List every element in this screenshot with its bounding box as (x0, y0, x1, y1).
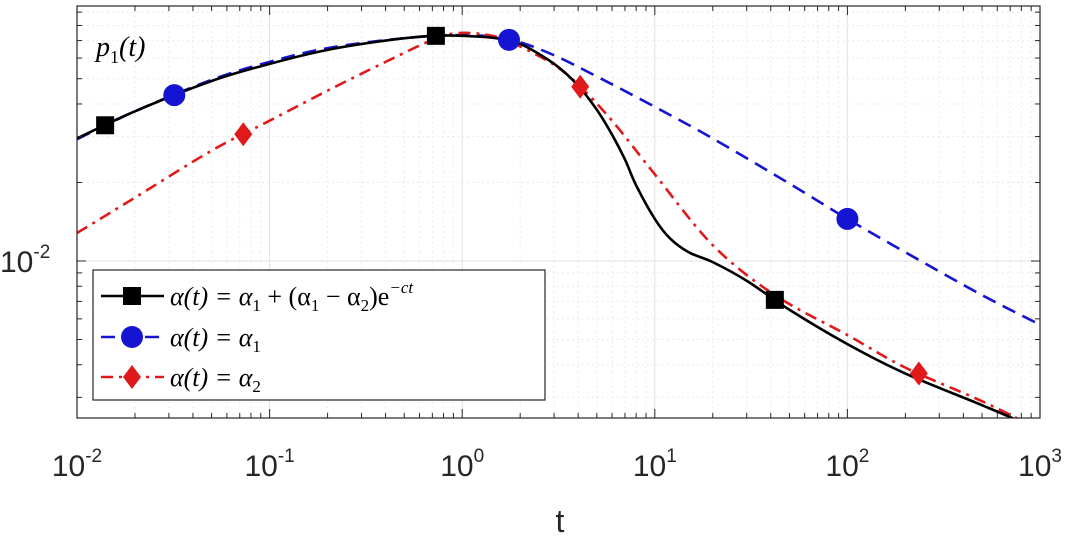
annotation-p1: p1(t) (94, 32, 145, 67)
x-tick-label: 103 (1018, 446, 1062, 483)
x-tick-label: 10-1 (244, 446, 294, 483)
marker-circle (498, 28, 521, 51)
tick-marks (76, 6, 1041, 418)
annotation-base: p (94, 32, 110, 63)
x-tick-labels: 10-2 10-1 100 101 102 103 (52, 446, 1062, 483)
y-tick-labels: 10-2 (0, 242, 50, 279)
legend-marker-sample (123, 365, 141, 389)
marker-square (765, 290, 784, 309)
legend-marker-sample (121, 326, 143, 348)
marker-diamond (909, 361, 928, 386)
legend-entry-1: α(t) = α1 + (α1 − α2)e−ct (170, 278, 414, 315)
legend-entry-3: α(t) = α2 (170, 363, 261, 396)
y-tick-label: 10-2 (0, 242, 50, 279)
legend: α(t) = α1 + (α1 − α2)e−ct α(t) = α1 α(t)… (92, 269, 546, 401)
series-line-alpha1 (77, 33, 1040, 326)
x-tick-label: 101 (633, 446, 677, 483)
marker-layer (96, 26, 928, 386)
plot-frame (76, 5, 1041, 419)
annotation-sub: 1 (110, 47, 119, 67)
marker-circle (163, 84, 186, 107)
annotation-arg: (t) (119, 32, 145, 63)
x-tick-label: 102 (825, 446, 869, 483)
legend-box (92, 269, 546, 401)
legend-marker-sample (123, 287, 141, 305)
x-tick-label: 10-2 (52, 446, 102, 483)
series-line-alpha-exp (77, 34, 1016, 418)
x-axis-label: t (556, 503, 565, 536)
marker-diamond (234, 122, 253, 147)
series-layer (77, 31, 1040, 418)
marker-diamond (571, 74, 590, 99)
legend-entry-2: α(t) = α1 (170, 323, 261, 356)
x-tick-label: 100 (440, 446, 484, 483)
marker-circle (836, 207, 859, 230)
marker-square (426, 26, 445, 45)
marker-square (96, 116, 115, 135)
